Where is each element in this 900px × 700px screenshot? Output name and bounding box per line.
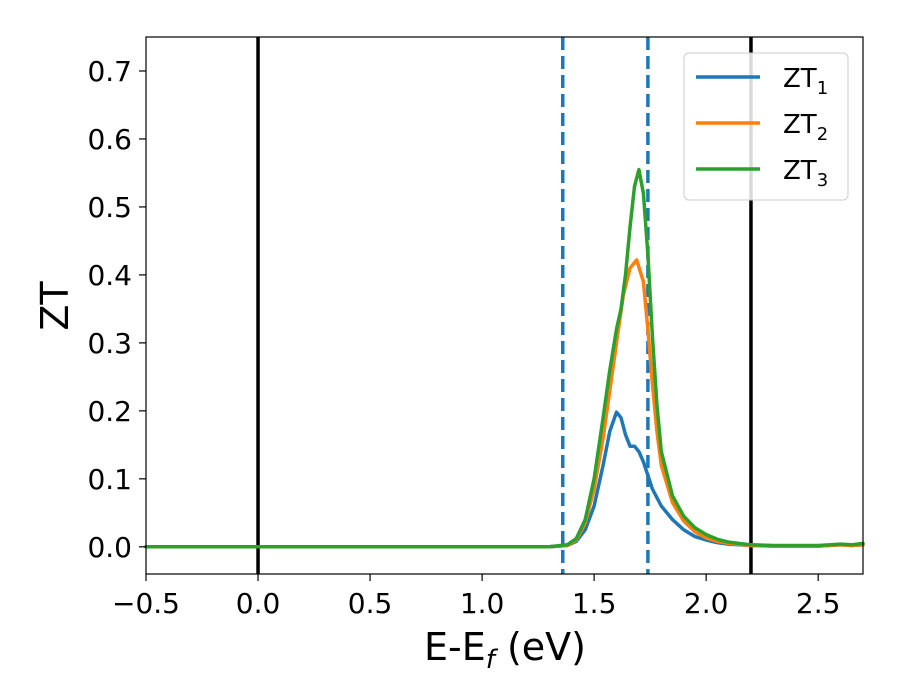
x-axis-title: E-Ef (eV) [424, 625, 586, 675]
y-tick-label: 0.2 [87, 395, 132, 428]
plot-frame [145, 36, 864, 575]
x-tick-label: 2.5 [796, 587, 841, 620]
x-tick-label: 2.0 [684, 587, 729, 620]
y-tick-label: 0.1 [87, 463, 132, 496]
x-tick-label: 1.0 [460, 587, 505, 620]
x-axis: −0.5 0.0 0.5 1.0 1.5 2.0 2.5 [112, 574, 840, 620]
series-line-3 [144, 167, 865, 549]
x-tick-label: −0.5 [112, 587, 180, 620]
series-layer [144, 167, 865, 549]
y-tick-label: 0.3 [87, 327, 132, 360]
y-axis-title: ZT [33, 281, 77, 331]
y-axis: 0.0 0.1 0.2 0.3 0.4 0.5 0.6 0.7 [87, 55, 146, 564]
y-tick-label: 0.4 [87, 259, 132, 292]
legend: ZT1 ZT2 ZT3 [683, 52, 849, 201]
legend-label-3: ZT3 [783, 156, 828, 191]
y-tick-label: 0.6 [87, 123, 132, 156]
x-tick-label: 0.0 [236, 587, 281, 620]
legend-label-1: ZT1 [783, 64, 828, 99]
legend-label-2: ZT2 [783, 110, 828, 145]
legend-box [683, 52, 849, 201]
y-tick-label: 0.0 [87, 531, 132, 564]
y-tick-label: 0.5 [87, 191, 132, 224]
x-tick-label: 0.5 [348, 587, 393, 620]
y-tick-label: 0.7 [87, 55, 132, 88]
x-tick-label: 1.5 [572, 587, 617, 620]
